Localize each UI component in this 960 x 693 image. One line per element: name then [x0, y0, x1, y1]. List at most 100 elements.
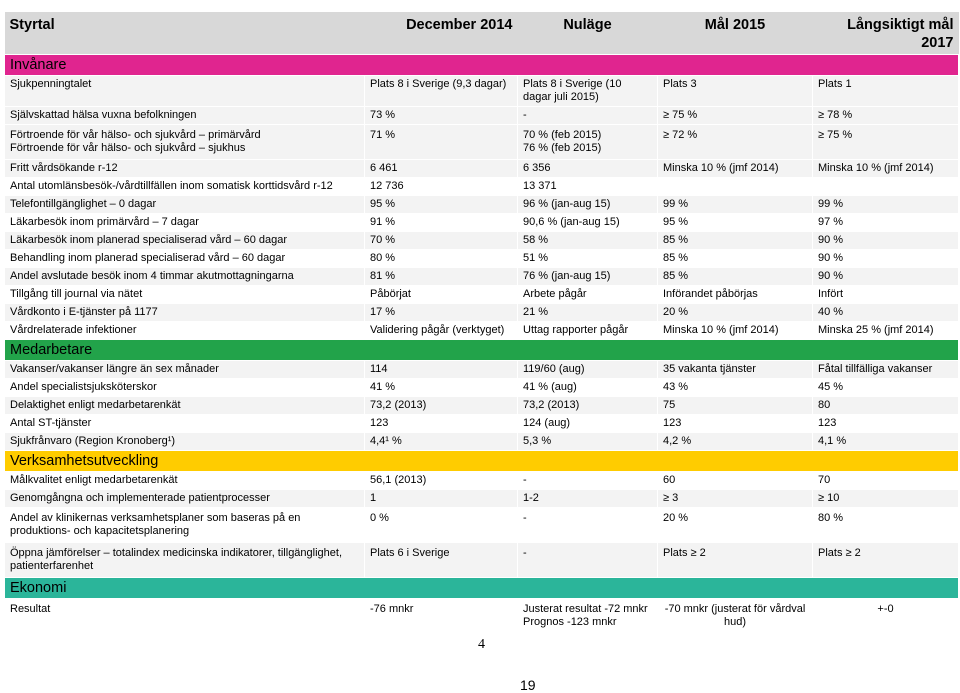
table-row: Telefontillgänglighet – 0 dagar 95 % 96 % … — [4, 195, 959, 214]
cell-nu: 58 % — [517, 231, 658, 250]
cell-mal17: Minska 25 % (jmf 2014) — [812, 321, 959, 340]
cell-mal15: 85 % — [657, 267, 813, 286]
cell-mal15: Plats ≥ 2 — [657, 542, 813, 578]
cell-mal15 — [657, 177, 813, 196]
row-label: Resultat — [4, 598, 365, 634]
cell-dec: 71 % — [364, 124, 518, 160]
row-label: Läkarbesök inom planerad specialiserad v… — [4, 231, 365, 250]
cell-nu: 90,6 % (jan-aug 15) — [517, 213, 658, 232]
cell-mal15: ≥ 3 — [657, 489, 813, 508]
row-label: Behandling inom planerad specialiserad v… — [4, 249, 365, 268]
row-label: Öppna jämförelser – totalindex medicinsk… — [4, 542, 365, 578]
cell-dec: -76 mnkr — [364, 598, 518, 634]
row-label: Sjukfrånvaro (Region Kronoberg¹) — [4, 432, 365, 451]
cell-dec: Validering pågår (verktyget) — [364, 321, 518, 340]
cell-nu: 70 % (feb 2015) 76 % (feb 2015) — [517, 124, 658, 160]
cell-dec: 17 % — [364, 303, 518, 322]
cell-mal17: ≥ 10 — [812, 489, 959, 508]
table-row: Behandling inom planerad specialiserad v… — [4, 249, 959, 268]
section-verksamhet: Verksamhetsutveckling — [4, 450, 959, 472]
section-title: Verksamhetsutveckling — [4, 450, 959, 472]
table-row: Andel av klinikernas verksamhetsplaner s… — [4, 507, 959, 543]
table-row: Förtroende för vår hälso- och sjukvård –… — [4, 124, 959, 160]
cell-nu: 21 % — [517, 303, 658, 322]
section-title: Invånare — [4, 54, 959, 76]
cell-mal15: 99 % — [657, 195, 813, 214]
cell-dec: 6 461 — [364, 159, 518, 178]
cell-mal17: Plats 1 — [812, 75, 959, 107]
cell-nu: - — [517, 507, 658, 543]
header-mal-2015: Mål 2015 — [657, 12, 813, 55]
row-label: Vakanser/vakanser längre än sex månader — [4, 360, 365, 379]
cell-dec: Påbörjat — [364, 285, 518, 304]
cell-mal17: 4,1 % — [812, 432, 959, 451]
row-label: Antal ST-tjänster — [4, 414, 365, 433]
table-row: Delaktighet enligt medarbetarenkät 73,2 (… — [4, 396, 959, 415]
cell-nu: 6 356 — [517, 159, 658, 178]
section-invanare: Invånare — [4, 54, 959, 76]
cell-dec: 80 % — [364, 249, 518, 268]
table-row: Resultat -76 mnkr Justerat resultat -72 mn… — [4, 598, 959, 634]
cell-mal17: 90 % — [812, 231, 959, 250]
cell-nu: 96 % (jan-aug 15) — [517, 195, 658, 214]
row-label: Läkarbesök inom primärvård – 7 dagar — [4, 213, 365, 232]
cell-mal15: Minska 10 % (jmf 2014) — [657, 159, 813, 178]
cell-mal17: 70 — [812, 471, 959, 490]
row-label: Antal utomlänsbesök-/vårdtillfällen inom… — [4, 177, 365, 196]
cell-mal15: Plats 3 — [657, 75, 813, 107]
cell-mal17: 80 % — [812, 507, 959, 543]
cell-nu: 124 (aug) — [517, 414, 658, 433]
cell-dec: 81 % — [364, 267, 518, 286]
cell-nu: Plats 8 i Sverige (10 dagar juli 2015) — [517, 75, 658, 107]
cell-nu: 13 371 — [517, 177, 658, 196]
cell-dec: 0 % — [364, 507, 518, 543]
header-nulage: Nuläge — [517, 12, 658, 55]
table-row: Målkvalitet enligt medarbetarenkät 56,1 (… — [4, 471, 959, 490]
cell-mal15: 43 % — [657, 378, 813, 397]
section-ekonomi: Ekonomi — [4, 577, 959, 599]
cell-mal15: -70 mnkr (justerat för vårdval hud) — [657, 598, 813, 634]
page-number: 19 — [520, 677, 536, 693]
cell-mal17: ≥ 75 % — [812, 124, 959, 160]
row-label: Målkvalitet enligt medarbetarenkät — [4, 471, 365, 490]
cell-mal17: 90 % — [812, 267, 959, 286]
cell-mal17: ≥ 78 % — [812, 106, 959, 125]
header-december-2014: December 2014 — [364, 12, 518, 55]
cell-mal15: 4,2 % — [657, 432, 813, 451]
row-label: Delaktighet enligt medarbetarenkät — [4, 396, 365, 415]
table-row: Självskattad hälsa vuxna befolkningen 73 … — [4, 106, 959, 125]
cell-mal17: Minska 10 % (jmf 2014) — [812, 159, 959, 178]
table-row: Sjukpenningtalet Plats 8 i Sverige (9,3 d… — [4, 75, 959, 107]
row-label: Vårdrelaterade infektioner — [4, 321, 365, 340]
cell-mal17: 45 % — [812, 378, 959, 397]
cell-mal15: 85 % — [657, 231, 813, 250]
table-row: Antal ST-tjänster 123 124 (aug) 123 123 — [4, 414, 959, 433]
cell-dec: Plats 8 i Sverige (9,3 dagar) — [364, 75, 518, 107]
header-row: Styrtal December 2014 Nuläge Mål 2015 Lå… — [4, 12, 959, 55]
cell-nu: - — [517, 542, 658, 578]
cell-mal17: Fåtal tillfälliga vakanser — [812, 360, 959, 379]
cell-nu: Uttag rapporter pågår — [517, 321, 658, 340]
row-label: Tillgång till journal via nätet — [4, 285, 365, 304]
table-row: Genomgångna och implementerade patientpr… — [4, 489, 959, 508]
row-label: Sjukpenningtalet — [4, 75, 365, 107]
section-title: Medarbetare — [4, 339, 959, 361]
table-row: Vakanser/vakanser längre än sex månader 1… — [4, 360, 959, 379]
table-row: Tillgång till journal via nätet Påbörjat A… — [4, 285, 959, 304]
cell-mal15: 123 — [657, 414, 813, 433]
cell-dec: 73,2 (2013) — [364, 396, 518, 415]
cell-mal17: Infört — [812, 285, 959, 304]
table-row: Läkarbesök inom planerad specialiserad v… — [4, 231, 959, 250]
cell-dec: 4,4¹ % — [364, 432, 518, 451]
table-row: Läkarbesök inom primärvård – 7 dagar 91 %… — [4, 213, 959, 232]
cell-mal17: 40 % — [812, 303, 959, 322]
cell-mal17 — [812, 177, 959, 196]
cell-dec: 56,1 (2013) — [364, 471, 518, 490]
styrtal-table: Styrtal December 2014 Nuläge Mål 2015 Lå… — [4, 12, 959, 634]
cell-mal15: 95 % — [657, 213, 813, 232]
row-label: Självskattad hälsa vuxna befolkningen — [4, 106, 365, 125]
cell-dec: 123 — [364, 414, 518, 433]
cell-mal15: Minska 10 % (jmf 2014) — [657, 321, 813, 340]
row-label: Förtroende för vår hälso- och sjukvård –… — [4, 124, 365, 160]
row-label: Andel av klinikernas verksamhetsplaner s… — [4, 507, 365, 543]
